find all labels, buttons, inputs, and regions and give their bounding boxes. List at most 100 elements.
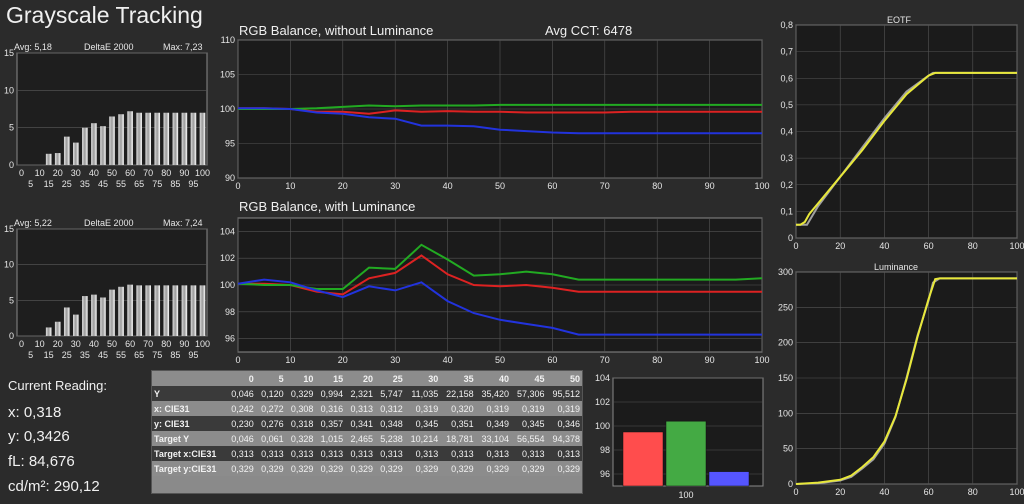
rgb-top-green-line (238, 103, 762, 110)
table-cell: 0,328 (285, 431, 316, 446)
deltae-bar (145, 285, 151, 336)
x-tick-label: 20 (338, 181, 348, 191)
y-tick-label: 0,4 (780, 127, 793, 137)
deltae-bar (190, 112, 197, 165)
table-cell: 0,272 (255, 401, 286, 416)
table-cell: 0,313 (546, 446, 582, 461)
rgb-bottom-title: RGB Balance, with Luminance (239, 199, 416, 214)
y-tick-label: 90 (225, 173, 235, 183)
deltae-bar (154, 285, 161, 336)
x-tick-label: 90 (179, 168, 189, 178)
deltae-bar (199, 112, 206, 165)
y-tick-label: 15 (4, 48, 14, 58)
x-tick-label: 20 (835, 487, 845, 497)
table-cell: 0,313 (511, 446, 547, 461)
table-cell: 0,329 (511, 461, 547, 476)
deltae-bar (199, 285, 206, 336)
table-header-row: 0 5 10 15 20 25 30 35 40 45 50 (152, 371, 582, 386)
table-row-label: Target x:CIE31 (152, 446, 226, 461)
table-cell: 0,346 (546, 416, 582, 431)
y-tick-label: 98 (225, 307, 235, 317)
table-cell: 0,329 (404, 461, 441, 476)
rgb-bottom-blue-line (237, 278, 762, 336)
table-cell: 0,319 (475, 401, 512, 416)
deltae-bar (91, 123, 97, 165)
deltae-bar (109, 289, 115, 336)
table-cell: 0,318 (285, 416, 316, 431)
x-tick-label: 0 (19, 339, 24, 349)
deltae-bar (118, 114, 124, 165)
rgb-bottom-green-line (237, 243, 763, 290)
deltae-bar (63, 136, 70, 165)
x-tick-label: 70 (600, 355, 610, 365)
y-tick-label: 98 (600, 445, 610, 455)
y-tick-label: 150 (778, 373, 793, 383)
table-cell: 0,313 (315, 446, 346, 461)
table-header-cell: 40 (475, 371, 512, 386)
current-reading-y: y: 0,3426 (8, 428, 70, 445)
y-tick-label: 100 (595, 421, 610, 431)
x-tick-label: 50 (495, 181, 505, 191)
x-tick-label: 100 (1009, 487, 1024, 497)
x-tick-label: 15 (44, 179, 54, 189)
y-tick-label: 0 (788, 233, 793, 243)
x-tick-label: 10 (285, 181, 295, 191)
table-cell: 11,035 (404, 386, 441, 401)
deltae-bar (54, 153, 61, 165)
y-tick-label: 0,2 (780, 180, 793, 190)
table-header-cell: 20 (345, 371, 375, 386)
table-cell: 5,238 (374, 431, 405, 446)
current-blue-bar (708, 471, 750, 487)
table-row: y: CIE31 0,230 0,276 0,318 0,357 0,341 0,348 0,… (152, 416, 582, 431)
x-tick-label: 65 (134, 179, 144, 189)
x-tick-label: 25 (62, 179, 72, 189)
x-tick-label: 40 (89, 168, 99, 178)
deltae-bar (145, 112, 151, 165)
x-tick-label: 60 (547, 181, 557, 191)
table-row: Y 0,046 0,120 0,329 0,994 2,321 5,747 11,035 22,… (152, 386, 582, 401)
table-cell: 0,351 (440, 416, 476, 431)
x-tick-label: 40 (89, 339, 99, 349)
deltae-bar (190, 285, 197, 336)
x-tick-label: 60 (924, 241, 934, 251)
table-cell: 0,061 (255, 431, 286, 446)
deltae-bar (45, 153, 52, 165)
y-tick-label: 0 (788, 479, 793, 489)
table-cell: 35,420 (475, 386, 512, 401)
y-tick-label: 0 (9, 331, 14, 341)
x-tick-label: 60 (125, 339, 135, 349)
x-tick-label: 85 (170, 179, 180, 189)
y-tick-label: 102 (220, 253, 235, 263)
table-cell: 0,313 (374, 446, 405, 461)
table-cell: 0,046 (226, 431, 256, 446)
table-row-label: Target Y (152, 431, 226, 446)
x-tick-label: 70 (143, 339, 153, 349)
y-tick-label: 100 (220, 104, 235, 114)
x-tick-label: 0 (235, 181, 240, 191)
x-tick-label: 5 (28, 350, 33, 360)
x-tick-label: 90 (179, 339, 189, 349)
table-row-label: y: CIE31 (152, 416, 226, 431)
x-tick-label: 30 (71, 339, 81, 349)
x-tick-label: 0 (793, 487, 798, 497)
table-row: x: CIE31 0,242 0,272 0,308 0,316 0,313 0,312 0,… (152, 401, 582, 416)
y-tick-label: 0,7 (780, 47, 793, 57)
deltae-bar (181, 112, 188, 165)
table-cell: 2,321 (345, 386, 375, 401)
table-cell: 0,046 (226, 386, 256, 401)
x-tick-label: 80 (968, 487, 978, 497)
x-tick-label: 60 (125, 168, 135, 178)
table-header-cell: 50 (546, 371, 582, 386)
table-row: Target Y 0,046 0,061 0,328 1,015 2,465 5,238 10… (152, 431, 582, 446)
deltae-bar (127, 111, 133, 165)
rgb-top-blue-line (238, 107, 762, 135)
table-header-cell: 45 (511, 371, 547, 386)
table-cell: 0,319 (546, 401, 582, 416)
deltae-bar (54, 321, 61, 336)
deltae-bar (163, 285, 170, 336)
x-tick-label: 80 (161, 168, 171, 178)
table-header-cell: 25 (374, 371, 405, 386)
table-cell: 0,329 (255, 461, 286, 476)
y-tick-label: 0,3 (780, 153, 793, 163)
